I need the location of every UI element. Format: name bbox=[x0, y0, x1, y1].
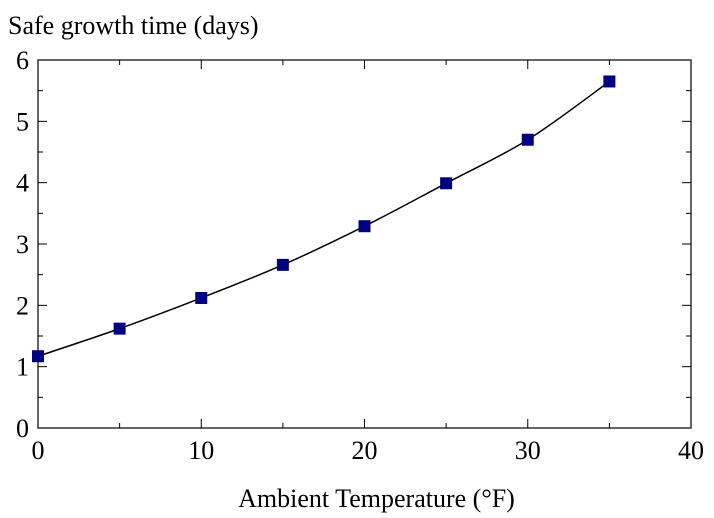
data-point bbox=[358, 220, 371, 233]
series-line bbox=[37, 80, 610, 357]
y-tick-label: 3 bbox=[16, 230, 29, 259]
data-point bbox=[113, 322, 126, 335]
y-tick-label: 1 bbox=[16, 353, 29, 382]
x-tick-label: 10 bbox=[188, 436, 214, 465]
y-tick-label: 0 bbox=[16, 414, 29, 443]
data-point bbox=[603, 75, 616, 88]
plot-frame bbox=[37, 59, 692, 429]
x-tick-label: 30 bbox=[515, 436, 541, 465]
x-tick-label: 0 bbox=[32, 436, 45, 465]
x-tick-label: 40 bbox=[678, 436, 704, 465]
y-tick-label: 4 bbox=[16, 169, 29, 198]
data-point bbox=[521, 133, 534, 146]
y-axis-label: Safe growth time (days) bbox=[8, 11, 259, 40]
x-tick-label: 20 bbox=[352, 436, 378, 465]
y-tick-label: 5 bbox=[16, 107, 29, 136]
y-tick-label: 6 bbox=[16, 46, 29, 75]
data-point bbox=[276, 258, 289, 271]
y-tick-label: 2 bbox=[16, 291, 29, 320]
data-point bbox=[195, 291, 208, 304]
data-point bbox=[32, 350, 44, 363]
data-point bbox=[440, 177, 453, 190]
x-axis-label: Ambient Temperature (°F) bbox=[238, 484, 515, 513]
tick-labels: 0 10 20 30 40 0 1 2 3 4 5 6 bbox=[16, 46, 704, 465]
data-markers bbox=[32, 75, 616, 363]
axis-ticks bbox=[37, 59, 692, 429]
